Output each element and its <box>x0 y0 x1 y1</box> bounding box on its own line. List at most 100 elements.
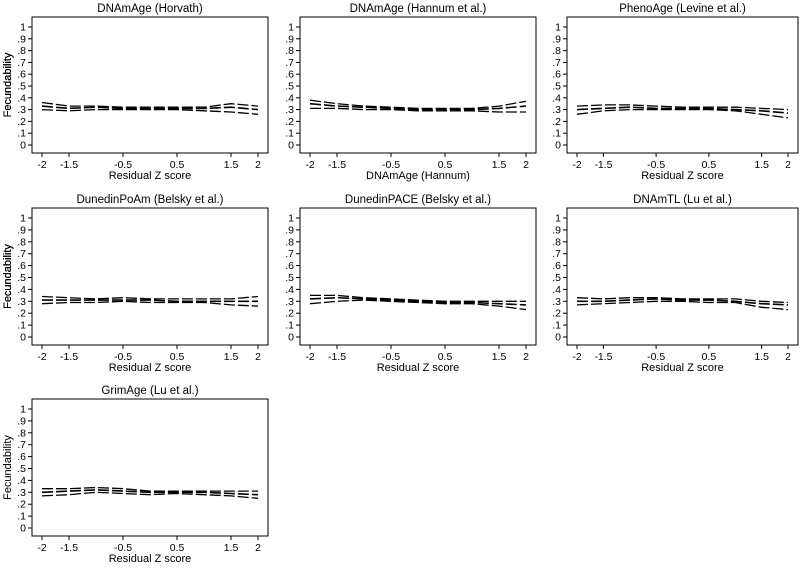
plot-frame <box>31 16 269 154</box>
x-tick-label: 1.5 <box>224 159 239 171</box>
y-tick-label: 1 <box>555 213 561 225</box>
upper-ci-line <box>310 294 526 302</box>
y-tick-label: .9 <box>285 33 294 45</box>
y-tick-label: .5 <box>285 272 294 284</box>
y-tick-label: 0 <box>288 332 294 344</box>
y-tick-label: .3 <box>285 296 294 308</box>
x-tick-label: 0.5 <box>438 159 453 171</box>
y-tick-label: .8 <box>17 45 26 57</box>
x-tick-label: 0.5 <box>170 159 185 171</box>
y-tick-label: .2 <box>17 116 26 128</box>
y-tick-label: .2 <box>285 308 294 320</box>
x-tick-label: 1.5 <box>754 351 769 363</box>
plot-frame <box>31 207 269 346</box>
y-tick-label: .3 <box>285 104 294 116</box>
y-tick-label: .7 <box>17 57 26 69</box>
x-tick-label: 2 <box>785 159 791 171</box>
y-tick-label: .1 <box>552 128 561 140</box>
lower-ci-line <box>310 107 526 113</box>
y-axis-label: Fecundability <box>2 52 14 117</box>
y-tick-label: .3 <box>17 296 26 308</box>
x-tick-label: 2 <box>523 159 529 171</box>
x-axis-label: Residual Z score <box>641 362 724 374</box>
y-tick-label: .8 <box>285 236 294 248</box>
upper-ci-line <box>576 297 789 304</box>
y-tick-label: .5 <box>17 81 26 93</box>
x-tick-label: 2 <box>255 159 261 171</box>
x-axis-label: Residual Z score <box>109 170 192 182</box>
y-tick-label: .3 <box>17 487 26 499</box>
y-axis-label: Fecundability <box>2 52 14 117</box>
y-tick-label: 0 <box>555 140 561 152</box>
x-tick-label: -1.5 <box>60 351 78 363</box>
y-tick-label: .3 <box>17 104 26 116</box>
y-axis-label: Fecundability <box>2 435 14 500</box>
y-tick-label: .6 <box>285 69 294 81</box>
x-tick-label: -0.5 <box>647 159 665 171</box>
x-tick-label: -1.5 <box>60 159 78 171</box>
y-tick-label: .4 <box>17 284 26 296</box>
x-tick-label: -0.5 <box>114 542 132 554</box>
x-tick-label: -0.5 <box>382 159 400 171</box>
x-tick-label: -1.5 <box>594 351 612 363</box>
y-axis-label: Fecundability <box>2 244 14 309</box>
x-tick-label: -1.5 <box>60 542 78 554</box>
upper-ci-line <box>41 295 259 300</box>
y-tick-label: .5 <box>552 272 561 284</box>
x-tick-label: -0.5 <box>114 159 132 171</box>
y-tick-label: .5 <box>285 81 294 93</box>
chart-panel-6: DNAmTL (Lu et al.)0.1.2.3.4.5.6.7.8.91-2… <box>2 194 799 374</box>
y-tick-label: .7 <box>552 248 561 260</box>
x-tick-label: -1.5 <box>328 159 346 171</box>
chart-panel-7: GrimAge (Lu et al.) 0.1.2.3.4.5.6.7.8.91 -… <box>2 385 269 565</box>
y-tick-label: .9 <box>17 415 26 427</box>
plot-frame <box>299 16 537 154</box>
y-tick-label: 0 <box>20 523 26 535</box>
y-tick-label: .7 <box>285 57 294 69</box>
y-tick-label: .6 <box>17 451 26 463</box>
y-tick-label: .1 <box>17 128 26 140</box>
y-tick-label: .7 <box>285 248 294 260</box>
x-tick-label: 1.5 <box>754 159 769 171</box>
x-tick-label: -2 <box>305 351 314 363</box>
y-tick-label: 1 <box>288 213 294 225</box>
y-tick-label: .8 <box>17 236 26 248</box>
lower-ci-line <box>41 108 259 115</box>
y-axis-label: Fecundability <box>2 244 14 309</box>
x-tick-label: 2 <box>523 351 529 363</box>
plot-frame <box>566 16 799 154</box>
x-tick-label: 0.5 <box>702 159 717 171</box>
upper-ci-line <box>41 101 259 108</box>
y-tick-label: 0 <box>20 140 26 152</box>
x-axis-label: Residual Z score <box>109 553 192 565</box>
y-tick-label: .4 <box>285 92 294 104</box>
estimate-line <box>309 296 527 306</box>
x-tick-label: 1.5 <box>224 351 239 363</box>
x-tick-label: 1.5 <box>492 159 507 171</box>
y-tick-label: 0 <box>555 332 561 344</box>
x-tick-label: -0.5 <box>647 351 665 363</box>
y-tick-label: .6 <box>17 69 26 81</box>
estimate-line <box>576 106 789 114</box>
x-tick-label: 0.5 <box>170 351 185 363</box>
lower-ci-line <box>41 491 259 499</box>
x-tick-label: 2 <box>255 542 261 554</box>
x-tick-label: -1.5 <box>328 351 346 363</box>
x-tick-label: -0.5 <box>114 351 132 363</box>
y-tick-label: .1 <box>17 511 26 523</box>
x-tick-label: 1.5 <box>224 542 239 554</box>
upper-ci-line <box>576 104 789 111</box>
chart-panel-5: DunedinPACE (Belsky et al.)0.1.2.3.4.5.6… <box>2 194 537 374</box>
y-tick-label: .4 <box>552 284 561 296</box>
x-tick-label: 2 <box>255 351 261 363</box>
panel-title: DNAmTL (Lu et al.) <box>633 194 732 206</box>
y-tick-label: .6 <box>552 69 561 81</box>
y-tick-label: .9 <box>17 224 26 236</box>
y-tick-label: .8 <box>285 45 294 57</box>
panel-title: DunedinPoAm (Belsky et al.) <box>76 194 223 206</box>
y-tick-label: .6 <box>17 260 26 272</box>
x-tick-label: -2 <box>37 542 46 554</box>
y-tick-label: .8 <box>552 236 561 248</box>
y-tick-label: 0 <box>20 332 26 344</box>
